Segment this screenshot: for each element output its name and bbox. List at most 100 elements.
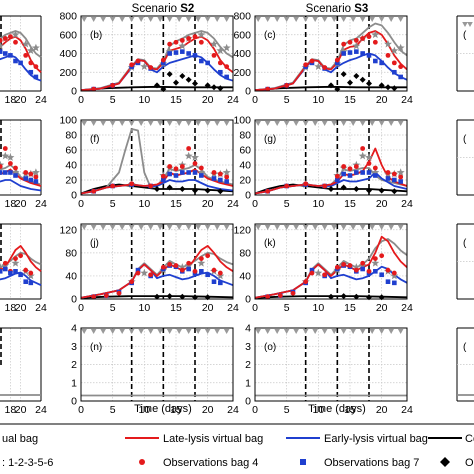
- legend-box: [0, 423, 474, 474]
- obs-bag4-point: [284, 82, 290, 88]
- sampling-marker: [274, 329, 280, 334]
- sampling-marker: [223, 329, 230, 334]
- panel-frame: [254, 327, 408, 402]
- obs-bag7-point: [218, 280, 223, 286]
- sampling-marker: [369, 17, 375, 22]
- sampling-marker: [255, 17, 261, 22]
- y-tick-label: 0: [245, 86, 251, 98]
- sampling-marker: [157, 121, 163, 126]
- y-tick-label: 100: [59, 115, 77, 127]
- sampling-marker: [176, 121, 182, 126]
- obs-bag7-point: [8, 53, 13, 58]
- sampling-marker: [204, 225, 211, 230]
- obs-bag7-point: [366, 170, 372, 175]
- obs-bag7-point: [224, 179, 229, 184]
- obs-bag4-point: [28, 60, 34, 66]
- obs-star-point: [197, 30, 206, 39]
- obs-bag7-point: [211, 176, 217, 181]
- svg-text:Scenario S3: Scenario S3: [306, 3, 369, 15]
- x-tick-label: 24: [227, 94, 239, 106]
- obs-bag7-point: [28, 177, 34, 183]
- obs-bag4-point: [2, 146, 8, 151]
- obs-bag4-point: [23, 267, 29, 273]
- obs-bag4-point: [129, 279, 135, 285]
- obs-bag4-point: [334, 173, 340, 179]
- sampling-marker: [204, 329, 211, 334]
- sampling-marker: [321, 225, 328, 230]
- obs-star-point: [222, 43, 231, 52]
- x-tick-label: 20: [376, 94, 388, 106]
- sampling-marker: [321, 17, 328, 22]
- x-tick-label: 24: [35, 302, 47, 314]
- obs-bag7-point: [18, 272, 23, 278]
- obs-bag7-point: [3, 170, 8, 175]
- panel-frame: [254, 119, 408, 196]
- y-tick-label: 80: [239, 130, 251, 142]
- obs-bag4-point: [347, 263, 353, 268]
- sampling-marker: [350, 121, 356, 126]
- panel-background: [255, 224, 407, 299]
- sampling-marker: [359, 17, 366, 22]
- x-tick-label: 15: [344, 94, 356, 106]
- gray-line: [0, 251, 42, 269]
- obs-star-point: [197, 168, 206, 176]
- obs-bag7-point: [335, 60, 340, 66]
- obs-star-point: [222, 168, 231, 176]
- x-tick-label: 15: [344, 404, 356, 416]
- obs-bag4-point: [353, 37, 359, 43]
- obs-bag4-point: [167, 164, 173, 169]
- sampling-marker: [283, 225, 290, 230]
- x-tick-label: 5: [284, 404, 290, 416]
- legend-label-partial: : 1-2-3-5-6: [2, 457, 53, 469]
- obs-bag4-point: [2, 36, 8, 41]
- obs-diamond-point: [166, 184, 173, 191]
- obs-star-point: [371, 259, 380, 267]
- panel-label: (k): [264, 238, 276, 249]
- obs-star-point: [31, 168, 40, 176]
- obs-star-point: [352, 263, 361, 271]
- obs-bag7-point: [13, 58, 18, 64]
- obs-bag7-point: [211, 279, 217, 284]
- obs-bag4-point: [341, 164, 347, 169]
- sampling-marker: [378, 121, 385, 126]
- y-tick-label: 800: [59, 11, 77, 23]
- obs-bag7-point: [3, 266, 8, 272]
- obs-diamond-point: [154, 82, 160, 89]
- sampling-marker: [369, 329, 375, 334]
- obs-bag4-point: [91, 294, 97, 300]
- obs-bag7-point: [8, 270, 13, 276]
- y-tick-label: 2: [71, 359, 77, 371]
- x-tick-label: 20: [15, 302, 27, 314]
- obs-bag7-point: [373, 269, 378, 274]
- obs-bag4-point: [322, 272, 328, 278]
- obs-bag7-point: [192, 53, 198, 58]
- x-tick-label: 15: [170, 94, 182, 106]
- obs-star-point: [390, 271, 399, 280]
- x-tick-label: 18: [5, 404, 17, 416]
- obs-diamond-point: [385, 84, 391, 91]
- sampling-marker: [90, 225, 97, 230]
- x-tick-label: 24: [401, 94, 413, 106]
- obs-star-point: [197, 259, 206, 267]
- sampling-marker: [331, 329, 337, 334]
- obs-bag4-point: [217, 270, 223, 276]
- y-tick-label: 400: [233, 48, 251, 60]
- x-tick-label: 20: [202, 94, 214, 106]
- obs-bag4-point: [366, 268, 372, 274]
- y-tick-label: 0: [71, 86, 77, 98]
- obs-bag4-point: [391, 60, 397, 66]
- y-tick-label: 800: [233, 11, 251, 23]
- sampling-marker: [388, 17, 394, 22]
- y-tick-label: 3: [245, 341, 251, 353]
- obs-bag4-point: [360, 260, 366, 266]
- sampling-marker: [195, 225, 201, 230]
- sampling-marker: [128, 225, 135, 230]
- sampling-marker: [81, 121, 87, 126]
- obs-diamond-point: [340, 293, 347, 300]
- sampling-marker: [166, 17, 173, 22]
- right-panel-fragment: (: [456, 119, 474, 196]
- x-tick-label: 18: [5, 94, 17, 106]
- y-tick-label: 60: [65, 145, 77, 157]
- x-tick-label: 24: [35, 198, 47, 210]
- obs-star-point: [314, 62, 323, 70]
